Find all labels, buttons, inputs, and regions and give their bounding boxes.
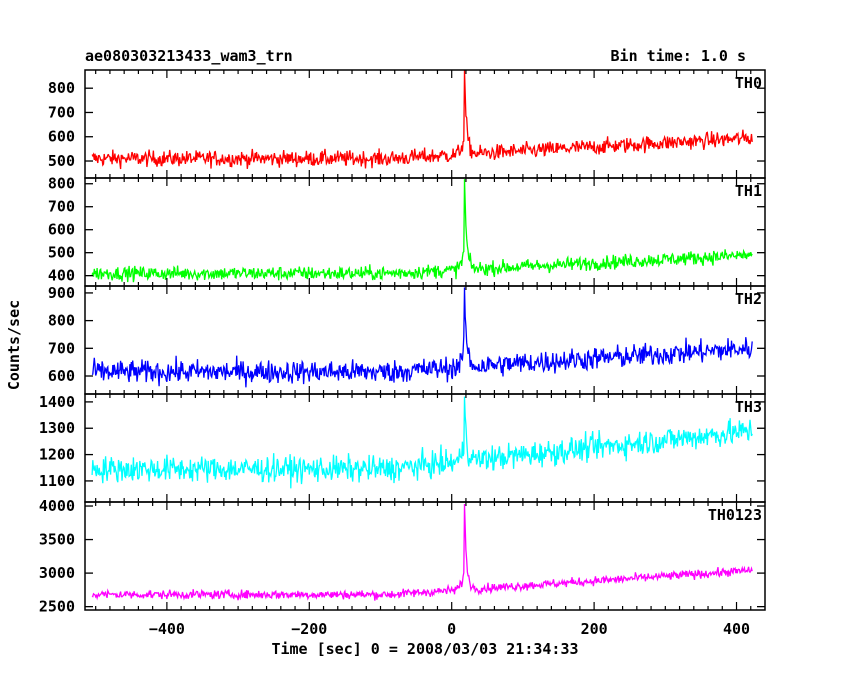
y-tick-label: 2500: [39, 598, 75, 616]
y-tick-label: 500: [48, 244, 75, 262]
y-tick-label: 700: [48, 339, 75, 357]
panel-label: TH0: [735, 74, 762, 92]
panel-frame: [84, 285, 766, 395]
panel-th0123: TH0123 2500 3000 3500 4000: [39, 497, 766, 616]
y-tick-label: 500: [48, 152, 75, 170]
y-tick-label: 600: [48, 221, 75, 239]
panel-th3: TH3 1100 1200 1300 1400: [39, 393, 766, 503]
x-tick-label: −200: [291, 620, 327, 638]
y-axis-label: Counts/sec: [5, 300, 23, 390]
x-axis-label: Time [sec] 0 = 2008/03/03 21:34:33: [271, 640, 578, 658]
y-tick-label: 700: [48, 103, 75, 121]
panels-group: TH0 500 600 700 800 TH1 400 500 600 700 800 TH2 600 7…: [39, 69, 766, 638]
x-tick-label: 200: [581, 620, 608, 638]
y-tick-label: 1100: [39, 472, 75, 490]
panel-label: TH3: [735, 398, 762, 416]
y-tick-label: 600: [48, 367, 75, 385]
panel-label: TH1: [735, 182, 762, 200]
y-tick-label: 3500: [39, 531, 75, 549]
y-tick-label: 1200: [39, 446, 75, 464]
y-tick-label: 700: [48, 198, 75, 216]
series-line-th0123: [91, 503, 753, 601]
panel-label: TH2: [735, 290, 762, 308]
panel-th0: TH0 500 600 700 800: [48, 69, 766, 179]
series-line-th3: [91, 396, 753, 489]
y-tick-label: 3000: [39, 564, 75, 582]
y-tick-label: 1300: [39, 419, 75, 437]
y-tick-label: 900: [48, 284, 75, 302]
series-line-th2: [91, 287, 753, 388]
bin-time-label: Bin time: 1.0 s: [611, 47, 746, 65]
series-line-th1: [91, 179, 753, 283]
y-tick-label: 600: [48, 128, 75, 146]
x-tick-label: 0: [447, 620, 456, 638]
y-tick-label: 800: [48, 312, 75, 330]
y-tick-label: 800: [48, 79, 75, 97]
panel-label: TH0123: [708, 506, 762, 524]
panel-frame: [84, 501, 766, 611]
y-tick-label: 4000: [39, 497, 75, 515]
y-tick-label: 1400: [39, 393, 75, 411]
series-line-th0: [91, 70, 753, 170]
chart-title: ae080303213433_wam3_trn: [85, 47, 293, 65]
panel-th2: TH2 600 700 800 900: [48, 284, 766, 395]
y-tick-label: 400: [48, 267, 75, 285]
panel-th1: TH1 400 500 600 700 800: [48, 175, 766, 287]
x-tick-label: 400: [723, 620, 750, 638]
y-tick-label: 800: [48, 175, 75, 193]
x-tick-label: −400: [149, 620, 185, 638]
